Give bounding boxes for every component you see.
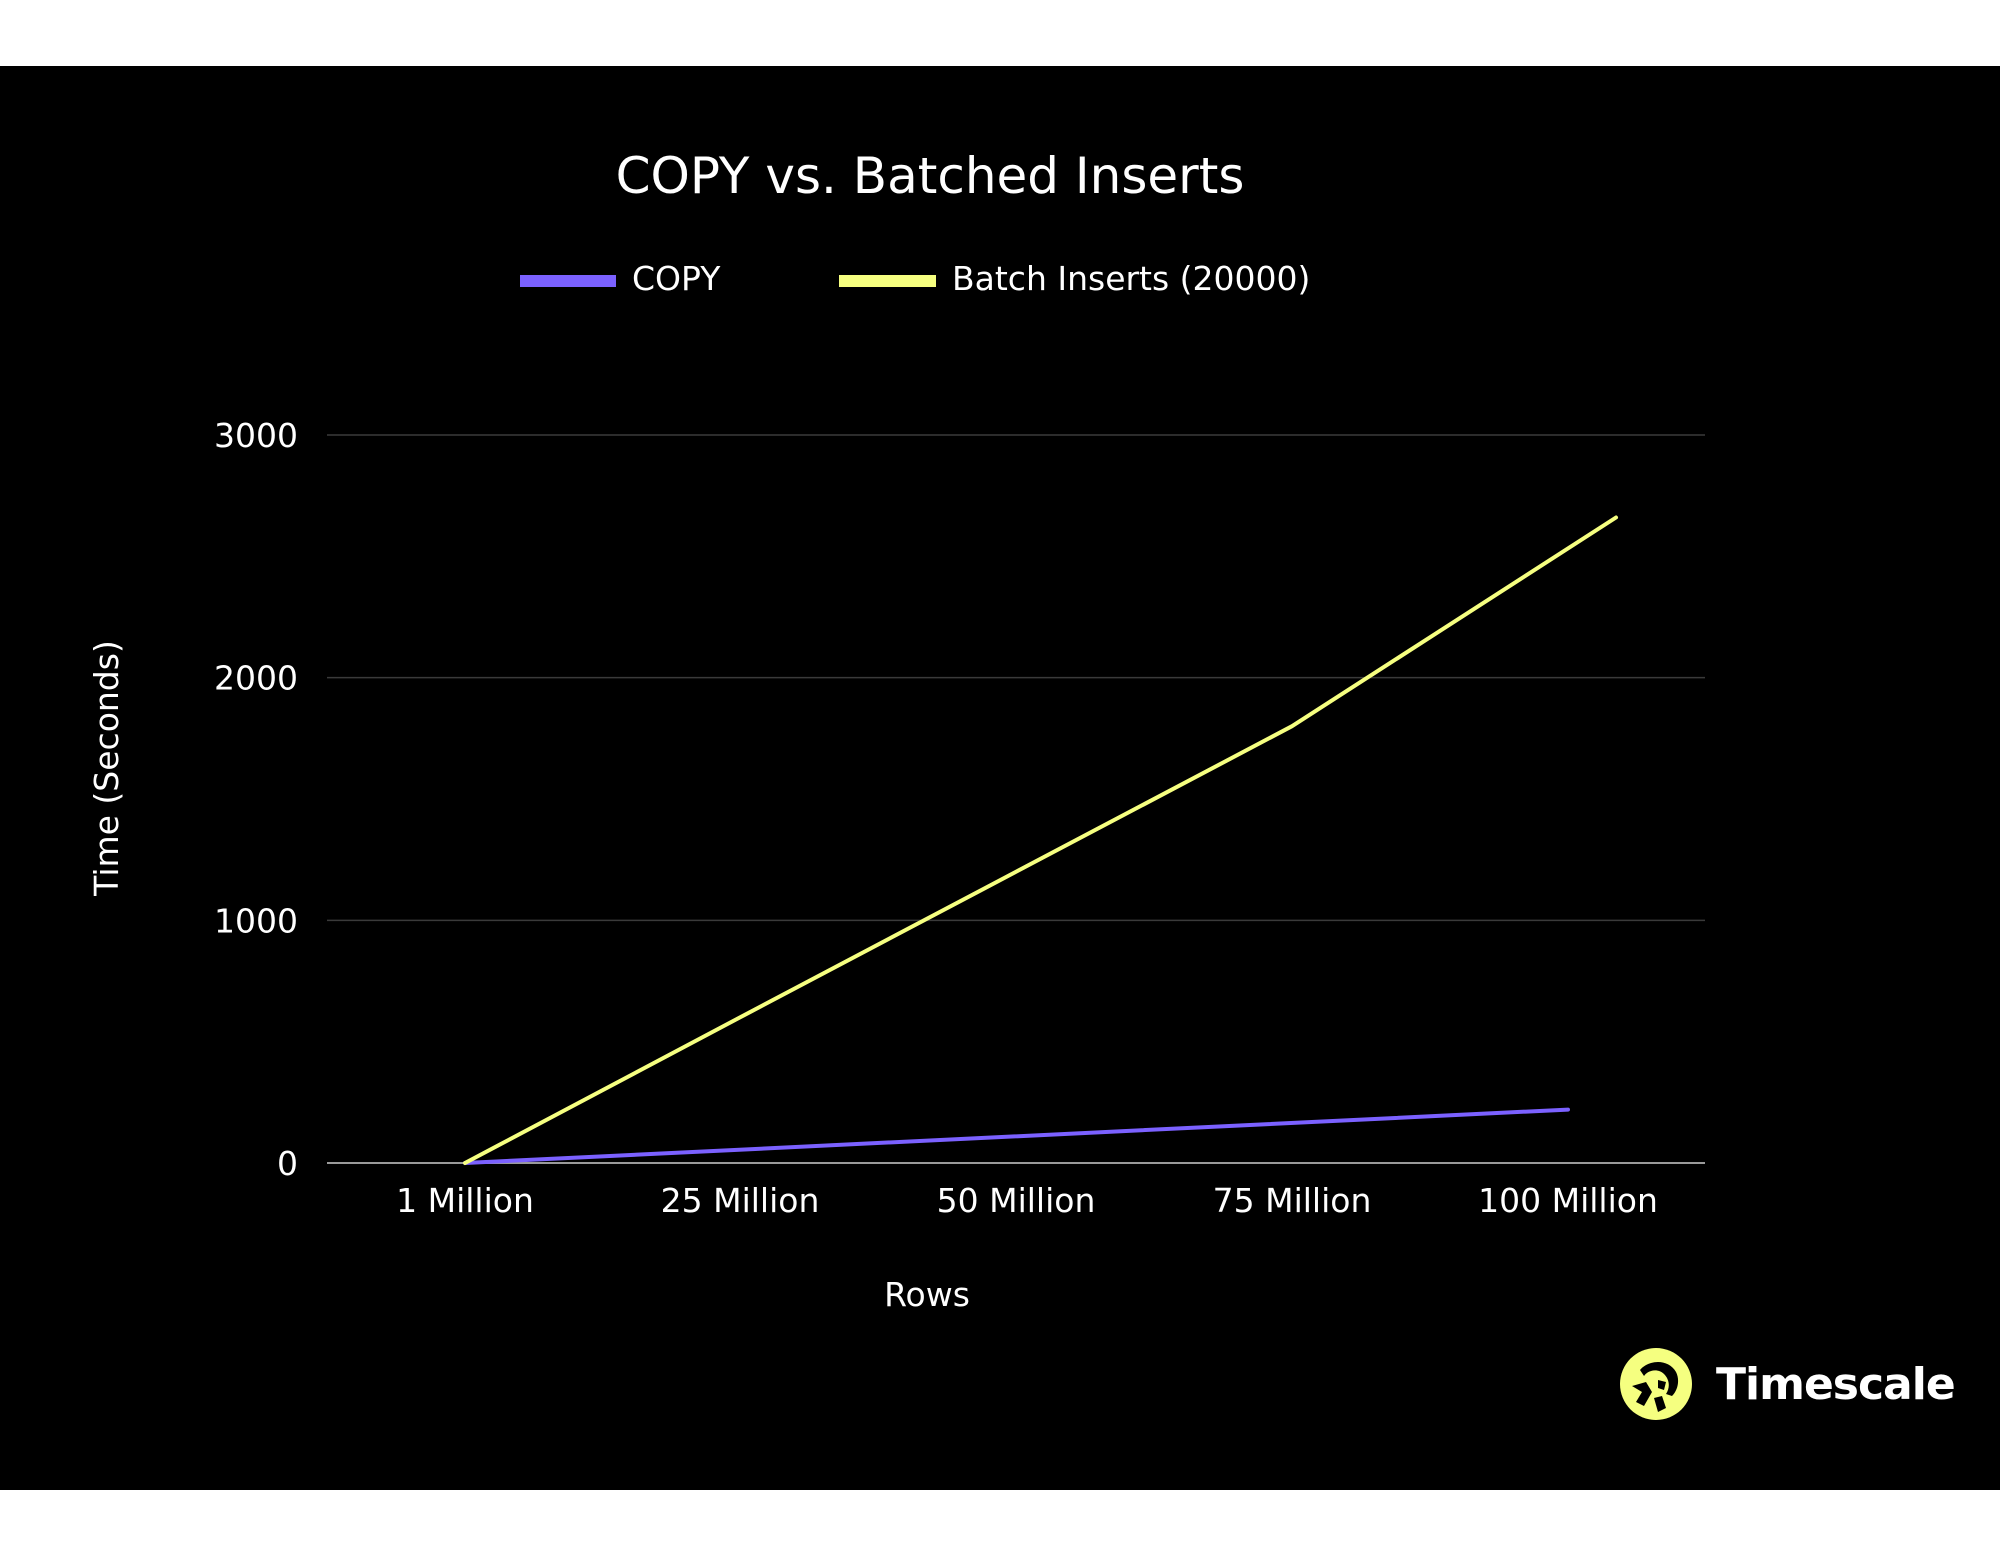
chart-title: COPY vs. Batched Inserts bbox=[616, 147, 1245, 205]
series-lines bbox=[463, 515, 1618, 1165]
x-tick-label: 25 Million bbox=[661, 1181, 820, 1220]
x-tick-label: 50 Million bbox=[937, 1181, 1096, 1220]
y-tick-label: 3000 bbox=[214, 416, 298, 455]
legend-swatch-copy bbox=[520, 275, 616, 287]
series-line-copy bbox=[463, 1107, 1570, 1165]
timescale-tiger-logo-icon bbox=[1620, 1348, 1692, 1420]
legend-label-copy: COPY bbox=[632, 259, 721, 298]
y-tick-label: 2000 bbox=[214, 659, 298, 698]
x-axis-label: Rows bbox=[884, 1275, 970, 1314]
y-tick-label: 0 bbox=[277, 1144, 298, 1183]
legend: COPY Batch Inserts (20000) bbox=[520, 259, 1310, 298]
x-tick-labels: 1 Million 25 Million 50 Million 75 Million 1… bbox=[396, 1181, 1658, 1220]
gridlines bbox=[327, 434, 1705, 1164]
y-axis-label: Time (Seconds) bbox=[87, 640, 126, 897]
x-tick-label: 75 Million bbox=[1213, 1181, 1372, 1220]
x-tick-label: 100 Million bbox=[1478, 1181, 1658, 1220]
y-tick-labels: 3000 2000 1000 0 bbox=[214, 416, 298, 1183]
legend-swatch-batch-inserts bbox=[839, 275, 936, 287]
x-tick-label: 1 Million bbox=[396, 1181, 534, 1220]
brand-name: Timescale bbox=[1716, 1358, 1956, 1410]
y-tick-label: 1000 bbox=[214, 901, 298, 940]
chart-panel bbox=[0, 66, 2000, 1490]
legend-label-batch-inserts: Batch Inserts (20000) bbox=[952, 259, 1310, 298]
series-line-batch-inserts bbox=[463, 515, 1618, 1165]
brand-logo[interactable]: Timescale bbox=[1618, 1346, 1956, 1422]
